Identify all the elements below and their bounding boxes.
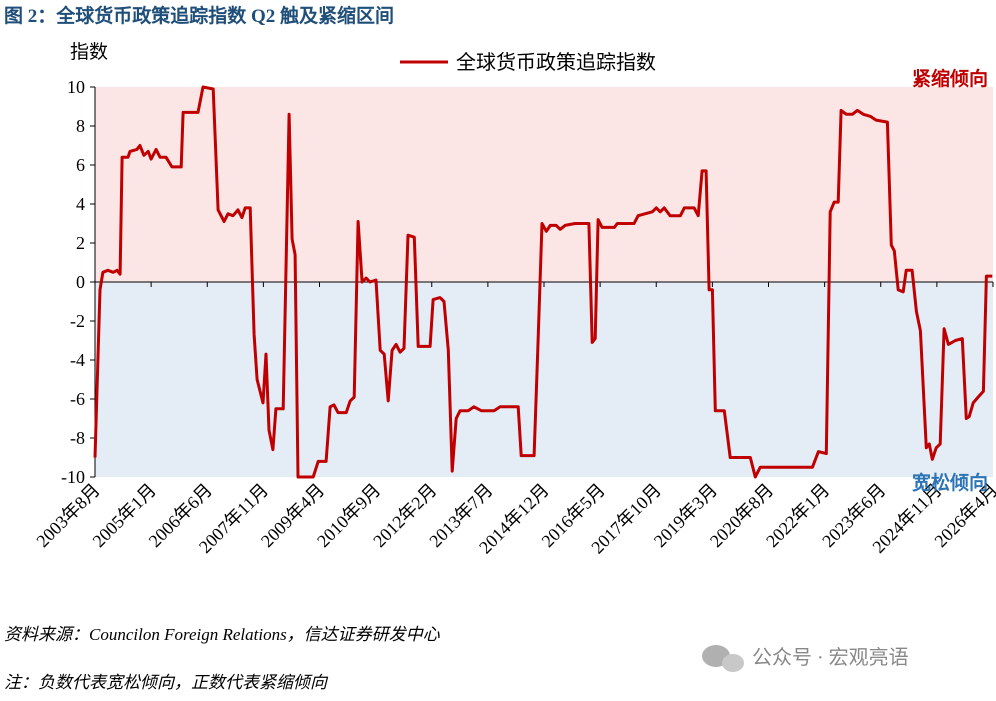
tightening-band [95,87,993,282]
y-tick-label: -4 [70,350,85,370]
y-tick-label: -8 [70,428,85,448]
watermark: 公众号 · 宏观亮语 [752,646,909,669]
y-tick-label: 2 [76,233,85,253]
y-axis-label: 指数 [70,41,108,63]
series-line [93,85,993,479]
source: 资料来源：Councilon Foreign Relations，信达证券研发中… [4,625,441,644]
chart-title: 图 2：全球货币政策追踪指数 Q2 触及紧缩区间 [4,4,394,27]
note: 注：负数代表宽松倾向，正数代表紧缩倾向 [4,673,329,692]
y-tick-label: -2 [70,311,85,331]
y-tick-label: 4 [76,194,85,214]
y-tick-label: 8 [76,116,85,136]
y-tick-label: 10 [67,77,85,97]
y-tick-label: -6 [70,389,85,409]
annotation: 宽松倾向 [912,471,988,494]
legend-label: 全球货币政策追踪指数 [456,51,656,74]
watermark-icon [702,645,744,672]
easing-band [95,282,993,477]
y-tick-label: 6 [76,155,85,175]
annotation: 紧缩倾向 [912,67,988,90]
y-tick-label: 0 [76,272,85,292]
y-tick-label: -10 [61,467,85,487]
